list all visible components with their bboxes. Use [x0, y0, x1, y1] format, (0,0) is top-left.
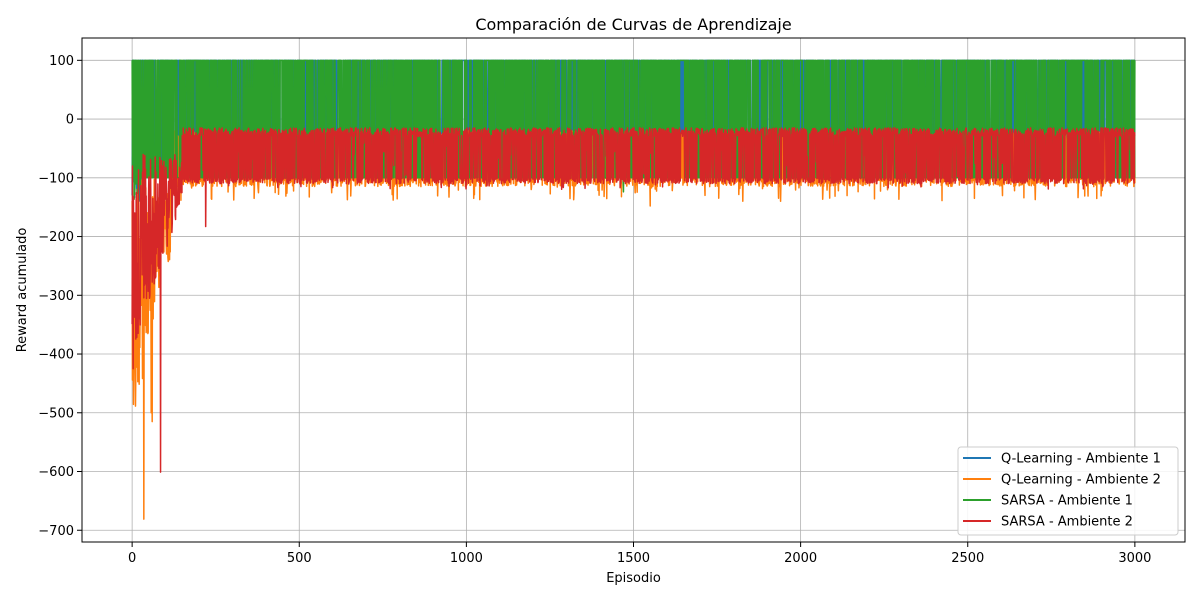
axis-ticks: 0 500 1000 1500 2000 2500 30001000−100−200−300… [38, 54, 1151, 566]
legend-label: SARSA - Ambiente 1 [1001, 494, 1133, 509]
legend-label: Q-Learning - Ambiente 2 [1001, 473, 1161, 488]
y-tick-label: −300 [38, 289, 74, 304]
legend-label: SARSA - Ambiente 2 [1001, 515, 1133, 530]
y-tick-label: 0 [66, 113, 74, 128]
legend-box [957, 446, 1179, 536]
legend: Q-Learning - Ambiente 1 Q-Learning - Ambi… [957, 446, 1179, 536]
legend-label: Q-Learning - Ambiente 1 [1001, 452, 1161, 467]
x-tick-label: 500 [287, 551, 312, 566]
x-tick-label: 2000 [784, 551, 817, 566]
x-tick-label: 1500 [617, 551, 650, 566]
chart-title: Comparación de Curvas de Aprendizaje [475, 15, 791, 34]
x-axis-label: Episodio [606, 571, 661, 586]
series-lines [131, 59, 1136, 520]
y-tick-label: −600 [38, 465, 74, 480]
x-tick-label: 1000 [450, 551, 483, 566]
y-tick-label: −700 [38, 524, 74, 539]
y-tick-label: 100 [49, 54, 74, 69]
y-tick-label: −500 [38, 406, 74, 421]
y-tick-label: −200 [38, 230, 74, 245]
x-tick-label: 0 [128, 551, 136, 566]
x-tick-label: 3000 [1118, 551, 1151, 566]
y-tick-label: −100 [38, 171, 74, 186]
y-axis-label: Reward acumulado [15, 228, 30, 353]
series-line-4 [131, 127, 1136, 473]
x-tick-label: 2500 [951, 551, 984, 566]
y-tick-label: −400 [38, 348, 74, 363]
